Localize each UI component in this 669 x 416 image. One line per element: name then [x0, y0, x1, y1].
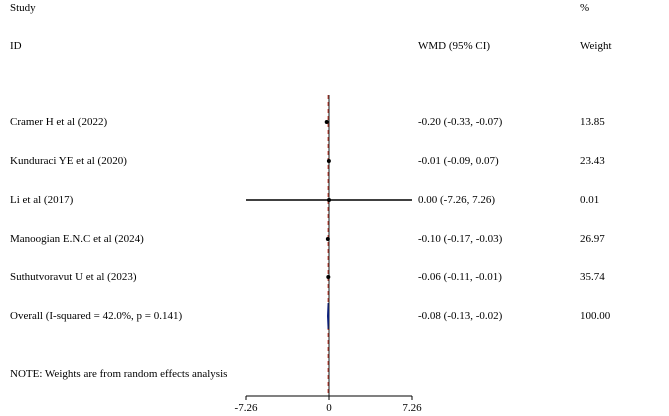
wmd-header: WMD (95% CI): [418, 40, 491, 52]
study-point: [325, 237, 330, 241]
study-ci-text: -0.06 (-0.11, -0.01): [418, 271, 502, 283]
study-ci-text: -0.01 (-0.09, 0.07): [418, 155, 499, 167]
footnote: NOTE: Weights are from random effects an…: [10, 368, 228, 380]
overall-diamond: [327, 302, 330, 330]
study-label: Cramer H et al (2022): [10, 116, 108, 128]
study-weight: 13.85: [580, 116, 605, 128]
study-label: Suthutvoravut U et al (2023): [10, 271, 137, 283]
study-ci-text: -0.20 (-0.33, -0.07): [418, 116, 503, 128]
study-header: Study: [10, 2, 36, 14]
study-label: Kunduraci YE et al (2020): [10, 155, 127, 167]
study-weight: 23.43: [580, 155, 605, 167]
weight-header: Weight: [580, 40, 612, 52]
study-label: Li et al (2017): [10, 194, 74, 206]
overall-weight: 100.00: [580, 310, 611, 322]
percent-header: %: [580, 2, 590, 14]
study-point: [326, 159, 331, 163]
id-header: ID: [10, 40, 22, 52]
study-point: [324, 120, 329, 124]
study-weight: 35.74: [580, 271, 605, 283]
study-weight: 0.01: [580, 194, 600, 206]
overall-label: Overall (I-squared = 42.0%, p = 0.141): [10, 310, 183, 322]
study-point: [326, 275, 331, 279]
study-label: Manoogian E.N.C et al (2024): [10, 233, 144, 245]
x-tick-label: 0: [326, 402, 332, 414]
x-tick-label: 7.26: [402, 402, 422, 414]
x-tick-label: -7.26: [235, 402, 258, 414]
study-ci-text: -0.10 (-0.17, -0.03): [418, 233, 503, 245]
study-ci-text: 0.00 (-7.26, 7.26): [418, 194, 495, 206]
study-weight: 26.97: [580, 233, 605, 245]
overall-ci-text: -0.08 (-0.13, -0.02): [418, 310, 503, 322]
study-point: [327, 198, 331, 202]
